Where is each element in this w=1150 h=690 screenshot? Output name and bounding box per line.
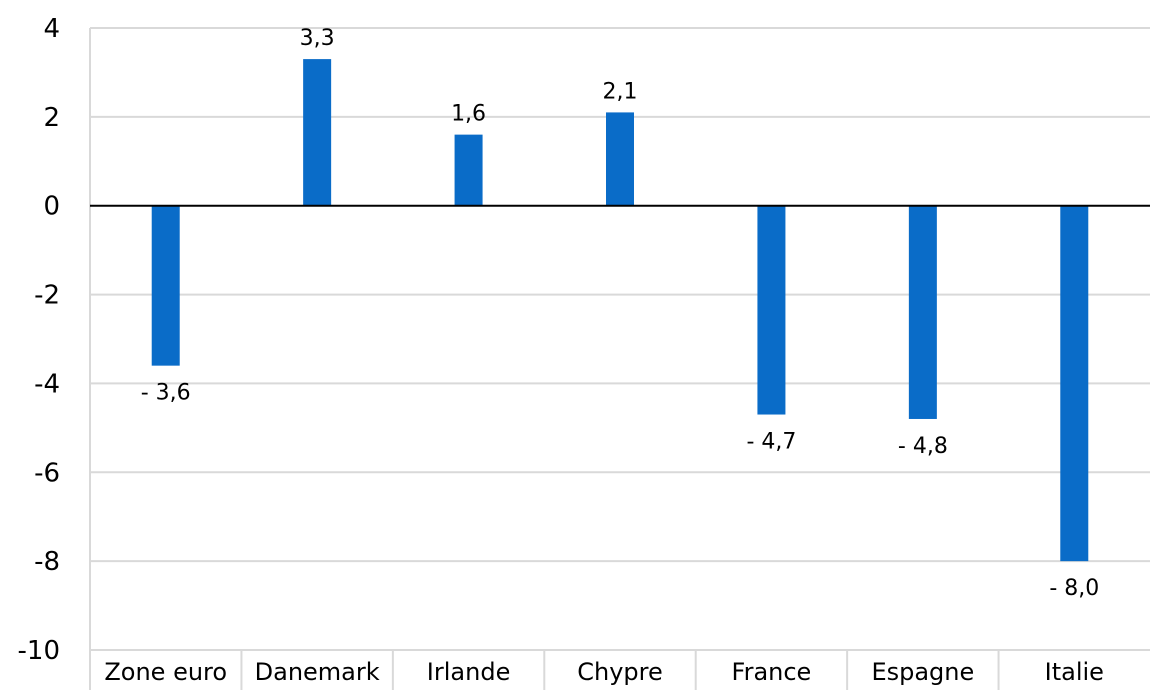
y-tick-label-4: -4 <box>34 369 60 399</box>
category-label-5: Espagne <box>871 658 974 686</box>
data-label-2: 1,6 <box>451 102 486 127</box>
bar-6 <box>1060 205 1089 562</box>
data-label-3: 2,1 <box>603 79 638 104</box>
y-tick-label-6: -8 <box>34 547 60 577</box>
data-label-6: - 8,0 <box>1049 576 1099 601</box>
gridlines <box>90 27 1150 563</box>
data-label-5: - 4,8 <box>898 434 948 459</box>
bar-5 <box>908 205 937 419</box>
y-tick-label-1: 2 <box>43 103 60 133</box>
category-label-6: Italie <box>1045 658 1104 686</box>
y-tick-label-2: 0 <box>43 192 60 222</box>
y-tick-label-7: -10 <box>18 636 60 666</box>
bar-4 <box>757 205 786 415</box>
category-label-2: Irlande <box>427 658 511 686</box>
data-label-1: 3,3 <box>300 26 335 51</box>
data-labels: - 3,6 3,3 1,6 2,1 - 4,7 - 4,8 - 8,0 <box>141 26 1099 601</box>
category-labels: Zone euro Danemark Irlande Chypre France Espa… <box>104 658 1104 686</box>
data-label-0: - 3,6 <box>141 381 191 406</box>
category-label-4: France <box>732 658 812 686</box>
bar-1 <box>303 59 332 206</box>
category-label-1: Danemark <box>255 658 380 686</box>
y-tick-label-3: -2 <box>34 281 60 311</box>
category-table-lines <box>89 28 1150 690</box>
category-label-3: Chypre <box>577 658 663 686</box>
data-label-4: - 4,7 <box>746 430 796 455</box>
y-tick-label-0: 4 <box>43 14 60 44</box>
y-tick-labels: 4 2 0 -2 -4 -6 -8 -10 <box>18 14 60 666</box>
y-tick-label-5: -6 <box>34 458 60 488</box>
bars <box>151 59 1089 562</box>
bar-3 <box>606 112 634 206</box>
bar-2 <box>454 134 483 206</box>
category-label-0: Zone euro <box>104 658 227 686</box>
bar-0 <box>151 205 180 366</box>
